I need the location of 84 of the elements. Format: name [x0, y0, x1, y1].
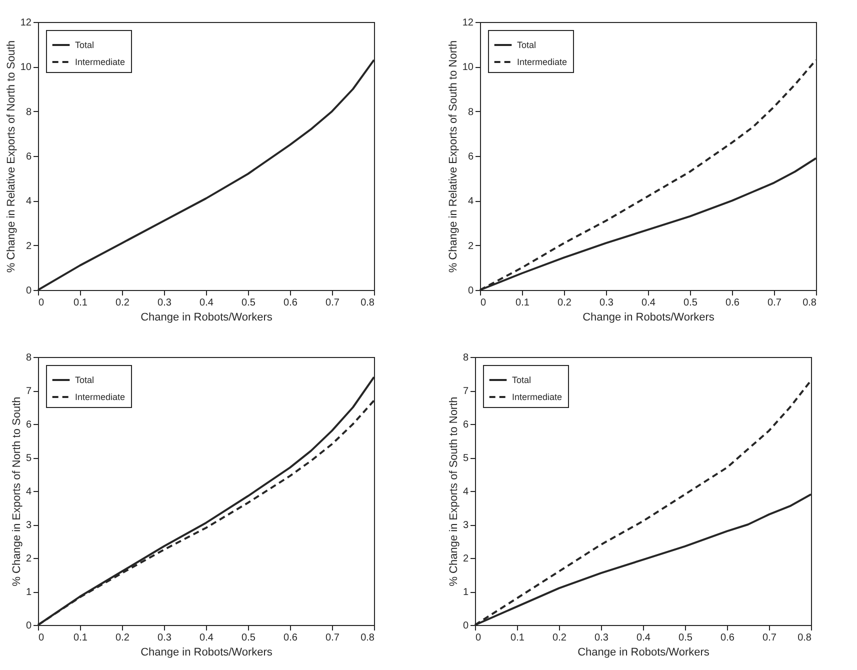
y-tick-label: 4 [26, 486, 32, 498]
x-tick-label: 0.8 [798, 632, 812, 644]
y-tick-label: 8 [462, 352, 469, 364]
y-tick-label: 6 [462, 420, 469, 430]
y-tick-label: 1 [462, 587, 469, 598]
y-tick-label: 4 [462, 486, 469, 498]
x-tick-label: 0.7 [768, 298, 782, 308]
x-tick-label: 0.2 [116, 632, 130, 644]
y-tick-label: 5 [26, 453, 32, 464]
y-tick-label: 6 [468, 152, 474, 162]
x-tick-label: 0.1 [74, 298, 88, 308]
x-tick-label: 0.5 [242, 632, 256, 644]
x-axis-title: Change in Robots/Workers [582, 312, 715, 324]
x-tick-label: 0.5 [678, 632, 693, 644]
y-tick-label: 3 [462, 520, 469, 531]
legend-label: Intermediate [512, 392, 562, 402]
y-tick-label: 12 [462, 18, 474, 28]
x-tick-label: 0.3 [594, 632, 609, 644]
y-tick-label: 6 [26, 152, 32, 162]
y-tick-label: 0 [26, 620, 32, 632]
x-tick-label: 0 [38, 632, 44, 644]
y-tick-label: 0 [462, 620, 469, 632]
x-tick-label: 0.2 [552, 632, 567, 644]
legend-label: Intermediate [75, 57, 126, 67]
x-tick-label: 0.1 [516, 298, 530, 308]
x-tick-label: 0.6 [720, 632, 735, 644]
y-axis-title: % Change in Relative Exports of North to South [5, 40, 18, 273]
x-axis-title: Change in Robots/Workers [140, 646, 273, 658]
y-tick-label: 2 [462, 554, 469, 564]
x-tick-label: 0.1 [510, 632, 525, 644]
x-tick-label: 0.8 [360, 298, 375, 308]
x-tick-label: 0.5 [242, 298, 256, 308]
x-tick-label: 0.4 [200, 298, 214, 308]
x-tick-label: 0 [476, 632, 482, 644]
y-tick-label: 8 [468, 106, 474, 118]
x-tick-label: 0.3 [158, 298, 172, 308]
y-tick-label: 1 [26, 587, 32, 598]
y-tick-label: 10 [462, 62, 474, 74]
x-tick-label: 0.2 [116, 298, 130, 308]
x-tick-label: 0.2 [558, 298, 572, 308]
x-tick-label: 0.4 [200, 632, 214, 644]
y-tick-label: 0 [26, 286, 32, 296]
x-tick-label: 0.7 [762, 632, 777, 644]
x-tick-label: 0.4 [636, 632, 651, 644]
legend-label: Intermediate [517, 57, 568, 67]
y-tick-label: 2 [468, 240, 474, 252]
x-tick-label: 0.6 [726, 298, 740, 308]
y-tick-label: 3 [26, 520, 32, 531]
x-tick-label: 0.8 [360, 632, 375, 644]
x-tick-label: 0.7 [326, 632, 340, 644]
legend-label: Total [517, 40, 536, 50]
y-axis-title: % Change in Relative Exports of South to North [447, 40, 460, 273]
y-tick-label: 12 [20, 18, 32, 28]
y-tick-label: 6 [26, 420, 32, 430]
x-tick-label: 0 [480, 298, 486, 308]
x-tick-label: 0.5 [684, 298, 698, 308]
y-tick-label: 10 [20, 62, 32, 74]
x-axis-title: Change in Robots/Workers [140, 312, 273, 324]
legend-label: Total [75, 40, 94, 50]
y-tick-label: 2 [26, 240, 32, 252]
x-axis-title: Change in Robots/Workers [578, 646, 710, 658]
x-tick-label: 0.6 [284, 298, 298, 308]
y-tick-label: 7 [26, 386, 32, 397]
y-axis-title: % Change in Exports of South to North [448, 396, 460, 586]
y-tick-label: 7 [462, 386, 469, 397]
x-tick-label: 0.1 [74, 632, 88, 644]
y-tick-label: 8 [26, 352, 32, 364]
y-tick-label: 2 [26, 554, 32, 564]
y-tick-label: 4 [26, 196, 32, 208]
legend-label: Total [512, 375, 532, 385]
y-tick-label: 4 [468, 196, 474, 208]
x-tick-label: 0.6 [284, 632, 298, 644]
legend-label: Total [75, 375, 94, 385]
x-tick-label: 0 [38, 298, 44, 308]
legend-label: Intermediate [75, 392, 126, 402]
y-axis-title: % Change in Exports of North to South [10, 396, 23, 586]
x-tick-label: 0.3 [158, 632, 172, 644]
y-tick-label: 8 [26, 106, 32, 118]
x-tick-label: 0.8 [802, 298, 817, 308]
x-tick-label: 0.4 [642, 298, 656, 308]
x-tick-label: 0.7 [326, 298, 340, 308]
y-tick-label: 0 [468, 286, 474, 296]
x-tick-label: 0.3 [600, 298, 614, 308]
y-tick-label: 5 [462, 453, 469, 464]
